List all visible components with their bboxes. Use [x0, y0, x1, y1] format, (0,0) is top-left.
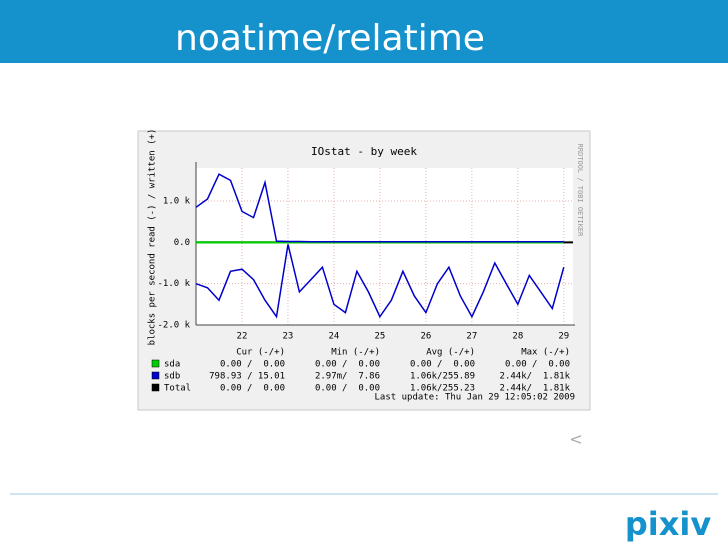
stat-value: 2.44k/ 1.81k: [500, 372, 571, 382]
stat-value: 0.00 / 0.00: [315, 360, 380, 370]
last-update: Last update: Thu Jan 29 12:05:02 2009: [375, 393, 575, 403]
x-tick-label: 26: [420, 332, 431, 342]
x-tick-label: 27: [466, 332, 477, 342]
x-tick-label: 23: [283, 332, 294, 342]
nav-mark[interactable]: <: [569, 430, 582, 449]
y-tick-label: 1.0 k: [163, 197, 191, 207]
side-label: RRDTOOL / TOBI OETIKER: [576, 144, 584, 238]
stat-value: 798.93 / 15.01: [209, 372, 285, 382]
legend-swatch: [151, 359, 160, 368]
x-tick-label: 24: [329, 332, 340, 342]
stat-value: 0.00 / 0.00: [220, 360, 285, 370]
legend-label: sda: [164, 360, 180, 370]
series-line: [195, 244, 565, 319]
x-tick-label: 22: [237, 332, 248, 342]
stats-header: Avg (-/+): [426, 348, 475, 358]
legend-swatch: [151, 371, 160, 380]
x-tick-label: 29: [558, 332, 569, 342]
stat-value: 0.00 / 0.00: [220, 384, 285, 394]
y-tick-label: -2.0 k: [157, 321, 190, 331]
slide-title: noatime/relatime: [175, 18, 485, 59]
legend-label: Total: [164, 384, 191, 394]
logo: pixiv: [625, 505, 711, 543]
series-line: [195, 173, 564, 243]
y-tick-label: -1.0 k: [157, 279, 190, 289]
stat-value: 1.06k/255.23: [410, 384, 475, 394]
x-tick-label: 25: [374, 332, 385, 342]
chart-title: IOstat - by week: [311, 145, 417, 158]
header-bar: [0, 0, 728, 63]
stat-value: 2.97m/ 7.86: [315, 372, 380, 382]
y-tick-label: 0.0: [174, 238, 190, 248]
stat-value: 1.06k/255.89: [410, 372, 475, 382]
stat-value: 2.44k/ 1.81k: [500, 384, 571, 394]
legend-swatch: [151, 383, 160, 392]
stats-header: Cur (-/+): [236, 348, 285, 358]
stat-value: 0.00 / 0.00: [505, 360, 570, 370]
stat-value: 0.00 / 0.00: [410, 360, 475, 370]
stats-header: Min (-/+): [331, 348, 380, 358]
stat-value: 0.00 / 0.00: [315, 384, 380, 394]
x-tick-label: 28: [512, 332, 523, 342]
legend-label: sdb: [164, 372, 180, 382]
stats-header: Max (-/+): [521, 348, 570, 358]
y-axis-label: blocks per second read (-) / written (+): [148, 129, 158, 346]
plot-area: [196, 168, 573, 325]
